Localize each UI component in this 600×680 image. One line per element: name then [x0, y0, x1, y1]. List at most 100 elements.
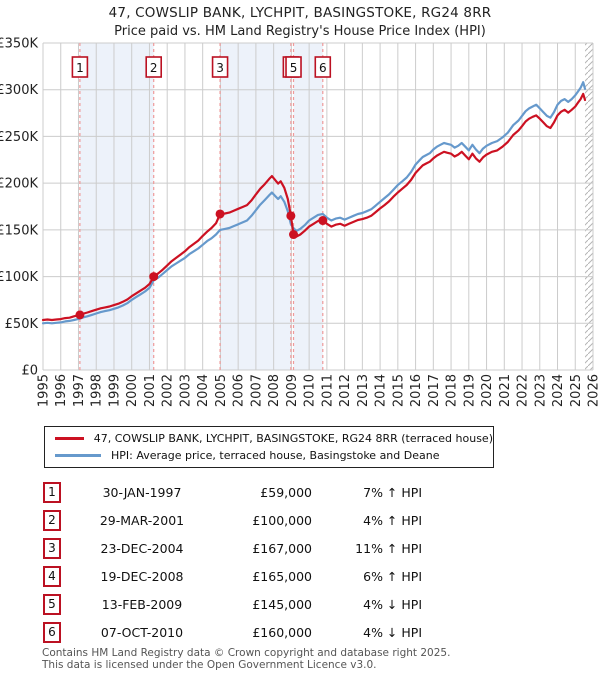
- x-axis-tick-label: 1996: [54, 374, 69, 407]
- y-axis-tick-label: £350K: [0, 37, 38, 52]
- x-axis-tick-label: 2006: [232, 374, 247, 407]
- x-axis-tick-label: 2001: [143, 374, 158, 407]
- x-axis-tick-label: 1999: [107, 374, 122, 407]
- table-row: 6 07-OCT-2010 £160,000 4% ↓ HPI: [42, 618, 562, 646]
- event-number-box: [211, 56, 229, 78]
- table-row: 2 29-MAR-2001 £100,000 4% ↑ HPI: [42, 506, 562, 534]
- y-axis-tick-label: £50K: [5, 317, 39, 332]
- sale-price: £165,000: [252, 568, 312, 584]
- sale-hpi-delta: 4% ↓ HPI: [363, 596, 422, 612]
- sale-marker: [318, 216, 328, 226]
- sale-marker: [149, 272, 159, 282]
- sale-number-badge: 3: [43, 537, 61, 559]
- table-row: 4 19-DEC-2008 £165,000 6% ↑ HPI: [42, 562, 562, 590]
- page-title: 47, COWSLIP BANK, LYCHPIT, BASINGSTOKE, …: [108, 5, 492, 21]
- x-axis-tick-label: 2005: [214, 374, 229, 407]
- sale-price: £160,000: [252, 624, 312, 640]
- x-axis-tick-label: 2003: [178, 374, 193, 407]
- chart-header: 47, COWSLIP BANK, LYCHPIT, BASINGSTOKE, …: [0, 5, 600, 39]
- event-number-box: [71, 56, 89, 78]
- license-footer: Contains HM Land Registry data © Crown c…: [42, 647, 582, 672]
- event-number-label: 1: [76, 61, 84, 75]
- x-axis-tick-label: 2021: [498, 374, 513, 407]
- x-axis-tick-label: 2017: [427, 374, 442, 407]
- x-axis-tick-label: 2013: [356, 374, 371, 407]
- event-number-box: [285, 56, 302, 78]
- x-axis-tick-label: 2008: [267, 374, 282, 407]
- x-axis-tick-label: 1995: [37, 374, 52, 407]
- event-number-label: 5: [290, 61, 298, 75]
- y-axis-tick-label: £200K: [0, 177, 38, 192]
- hpi-line: [41, 81, 587, 325]
- y-axis-tick-label: £100K: [0, 270, 38, 285]
- sale-marker: [286, 211, 296, 221]
- ownership-band: [293, 43, 323, 370]
- sale-hpi-delta: 4% ↓ HPI: [363, 624, 422, 640]
- table-row: 5 13-FEB-2009 £145,000 4% ↓ HPI: [42, 590, 562, 618]
- sale-hpi-delta: 7% ↑ HPI: [363, 484, 422, 500]
- sale-number-badge: 1: [43, 481, 61, 503]
- x-axis-tick-label: 2009: [285, 374, 300, 407]
- x-axis-tick-label: 2014: [374, 374, 389, 407]
- sale-number-badge: 4: [43, 565, 61, 587]
- sale-hpi-delta: 4% ↑ HPI: [363, 512, 422, 528]
- sales-table: 1 30-JAN-1997 £59,000 7% ↑ HPI 2 29-MAR-…: [42, 478, 562, 646]
- x-axis-tick-label: 2016: [409, 374, 424, 407]
- event-number-label: 6: [319, 61, 327, 75]
- sale-date: 23-DEC-2004: [100, 540, 184, 556]
- event-number-label: 3: [216, 61, 224, 75]
- x-axis-tick-label: 2026: [587, 374, 600, 407]
- y-axis-tick-label: £250K: [0, 130, 38, 145]
- y-axis-tick-label: £0: [21, 364, 38, 379]
- sale-date: 13-FEB-2009: [101, 596, 183, 612]
- x-axis-tick-label: 2010: [303, 374, 318, 407]
- x-axis-tick-label: 2020: [480, 374, 495, 407]
- legend-row-hpi: HPI: Average price, terraced house, Basi…: [55, 449, 493, 462]
- sale-marker: [75, 310, 85, 320]
- x-axis-tick-label: 2011: [320, 374, 335, 407]
- event-number-label: 2: [150, 61, 158, 75]
- sale-price: £167,000: [252, 540, 312, 556]
- sale-marker: [289, 230, 299, 240]
- sale-number-badge: 2: [43, 509, 61, 531]
- sale-number-badge: 6: [43, 621, 61, 643]
- x-axis-tick-label: 2000: [125, 374, 140, 407]
- footer-line1: Contains HM Land Registry data © Crown c…: [42, 647, 451, 659]
- sale-hpi-delta: 11% ↑ HPI: [355, 540, 422, 556]
- sale-price: £59,000: [260, 484, 312, 500]
- x-axis-tick-label: 2018: [445, 374, 460, 407]
- sale-date: 30-JAN-1997: [102, 484, 182, 500]
- sale-price: £100,000: [252, 512, 312, 528]
- x-axis-tick-label: 2002: [161, 374, 176, 407]
- sale-marker: [215, 209, 225, 219]
- legend-label-price: 47, COWSLIP BANK, LYCHPIT, BASINGSTOKE, …: [93, 432, 493, 445]
- future-hatch-band: [585, 43, 593, 370]
- sale-price: £145,000: [252, 596, 312, 612]
- x-axis-tick-label: 2025: [569, 374, 584, 407]
- x-axis-tick-label: 2019: [462, 374, 477, 407]
- legend-row-price: 47, COWSLIP BANK, LYCHPIT, BASINGSTOKE, …: [55, 432, 493, 445]
- page-subtitle: Price paid vs. HM Land Registry's House …: [114, 24, 486, 39]
- sale-date: 19-DEC-2008: [100, 568, 184, 584]
- x-axis-tick-label: 2024: [551, 374, 566, 407]
- table-row: 1 30-JAN-1997 £59,000 7% ↑ HPI: [42, 478, 562, 506]
- table-row: 3 23-DEC-2004 £167,000 11% ↑ HPI: [42, 534, 562, 562]
- sale-hpi-delta: 6% ↑ HPI: [363, 568, 422, 584]
- x-axis-tick-label: 1997: [72, 374, 87, 407]
- footer-line2: This data is licensed under the Open Gov…: [42, 658, 377, 671]
- x-axis-tick-label: 2012: [338, 374, 353, 407]
- sale-date: 29-MAR-2001: [99, 512, 185, 528]
- legend-label-hpi: HPI: Average price, terraced house, Basi…: [111, 449, 440, 462]
- y-axis-tick-label: £150K: [0, 223, 38, 238]
- event-number-box: [145, 56, 163, 78]
- ownership-band: [79, 43, 154, 370]
- x-axis-tick-label: 2015: [391, 374, 406, 407]
- x-axis-tick-label: 2022: [516, 374, 531, 407]
- x-axis-tick-label: 1998: [90, 374, 105, 407]
- x-axis-tick-label: 2023: [533, 374, 548, 407]
- price-line-swatch: [55, 437, 84, 440]
- sale-date: 07-OCT-2010: [100, 624, 184, 640]
- x-axis-tick-label: 2004: [196, 374, 211, 407]
- y-axis-tick-label: £300K: [0, 83, 38, 98]
